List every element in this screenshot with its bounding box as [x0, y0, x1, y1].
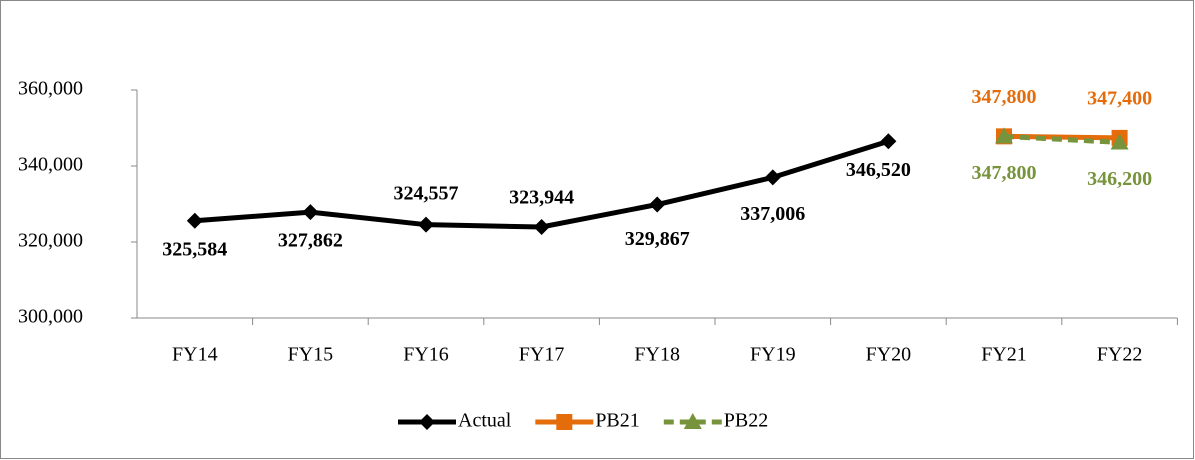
data-point: [302, 204, 319, 221]
data-point: [764, 169, 781, 186]
data-point: [186, 212, 203, 229]
data-label: 347,400: [1087, 87, 1152, 109]
legend-marker: [683, 413, 702, 429]
data-label: 346,200: [1087, 168, 1152, 190]
legend-label: PB21: [595, 410, 639, 432]
data-label: 329,867: [625, 228, 690, 250]
data-label: 346,520: [846, 159, 911, 181]
legend-label: PB22: [724, 410, 768, 432]
x-tick-label: FY14: [172, 344, 218, 366]
y-tick-label: 320,000: [18, 230, 83, 252]
series-line: [1003, 133, 1120, 145]
x-tick-label: FY15: [288, 344, 334, 366]
y-tick-label: 360,000: [18, 78, 83, 100]
y-tick-label: 300,000: [18, 306, 83, 328]
x-tick-label: FY18: [634, 344, 680, 366]
data-label: 323,944: [509, 187, 574, 209]
data-label: 325,584: [162, 238, 227, 260]
data-point: [880, 133, 897, 150]
legend-label: Actual: [458, 410, 512, 432]
data-label: 347,800: [972, 86, 1037, 108]
data-label: 324,557: [394, 182, 459, 204]
legend-marker: [419, 414, 435, 430]
data-point: [649, 196, 666, 213]
data-label: 347,800: [972, 162, 1037, 184]
x-tick-label: FY19: [750, 344, 796, 366]
data-label: 327,862: [278, 230, 343, 252]
data-point: [1110, 133, 1129, 150]
y-tick-label: 340,000: [18, 154, 83, 176]
x-tick-label: FY22: [1097, 344, 1143, 366]
x-tick-label: FY21: [981, 344, 1027, 366]
x-tick-label: FY17: [519, 344, 565, 366]
data-point: [418, 216, 434, 233]
data-point: [995, 127, 1013, 144]
data-point: [533, 219, 550, 236]
x-tick-label: FY16: [403, 344, 449, 366]
x-tick-label: FY20: [866, 344, 912, 366]
legend-marker: [556, 414, 573, 430]
data-label: 337,006: [740, 203, 805, 225]
